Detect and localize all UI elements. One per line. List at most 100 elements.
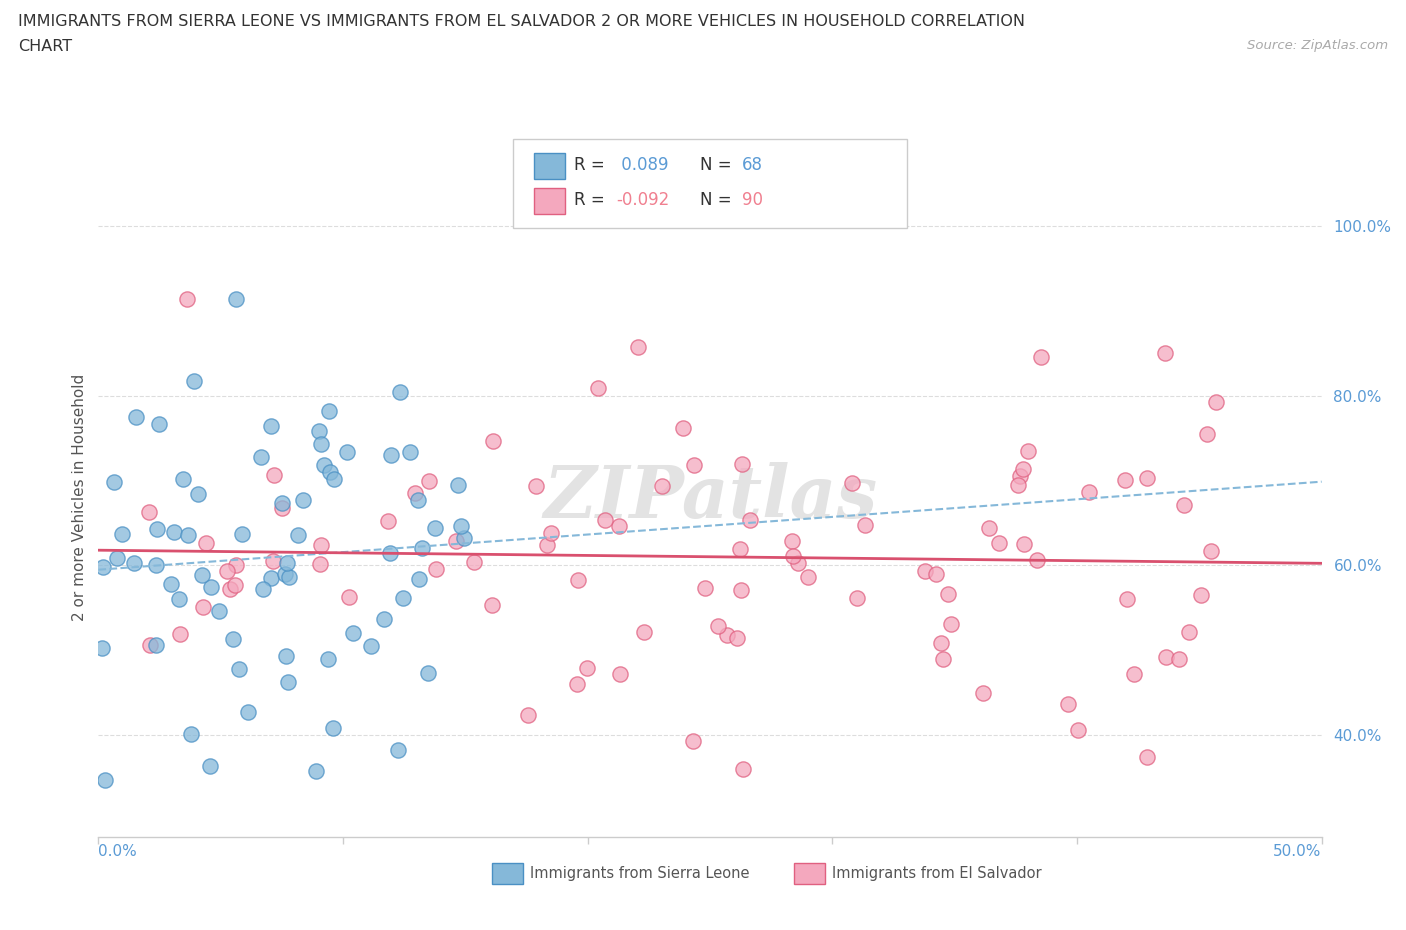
Point xyxy=(988,536,1011,551)
Point xyxy=(274,566,297,581)
Point xyxy=(148,417,170,432)
Text: N =: N = xyxy=(700,191,737,209)
Point xyxy=(1177,625,1199,640)
Point xyxy=(1154,346,1177,361)
Point xyxy=(567,573,589,588)
Point xyxy=(725,631,748,645)
Point xyxy=(122,555,145,570)
Text: Immigrants from Sierra Leone: Immigrants from Sierra Leone xyxy=(530,866,749,881)
Point xyxy=(160,577,183,591)
Point xyxy=(270,501,292,516)
Point xyxy=(145,557,167,572)
Point xyxy=(651,479,673,494)
Text: 0.0%: 0.0% xyxy=(98,844,138,859)
Point xyxy=(463,554,485,569)
Point xyxy=(177,527,200,542)
Point xyxy=(176,292,198,307)
Point xyxy=(260,570,283,585)
Point xyxy=(444,534,467,549)
Point xyxy=(446,478,468,493)
Point xyxy=(191,568,214,583)
Point xyxy=(731,762,754,777)
Point xyxy=(138,505,160,520)
Point xyxy=(316,652,339,667)
Text: -0.092: -0.092 xyxy=(616,191,669,209)
Point xyxy=(586,380,609,395)
Point xyxy=(378,545,401,560)
Point xyxy=(308,423,330,438)
Point xyxy=(730,582,752,597)
Point xyxy=(682,458,704,472)
Point xyxy=(389,385,412,400)
Point xyxy=(1010,469,1032,484)
Point xyxy=(787,555,810,570)
Point xyxy=(408,572,430,587)
Point xyxy=(228,661,250,676)
Point xyxy=(706,618,728,633)
Point xyxy=(195,535,218,550)
Point xyxy=(323,472,346,486)
Point xyxy=(1116,591,1139,606)
Point xyxy=(972,685,994,700)
Point xyxy=(977,520,1000,535)
Y-axis label: 2 or more Vehicles in Household: 2 or more Vehicles in Household xyxy=(72,374,87,621)
Point xyxy=(1029,349,1052,364)
Point xyxy=(207,604,229,618)
Point xyxy=(1168,652,1191,667)
Point xyxy=(287,528,309,543)
Point xyxy=(1007,478,1029,493)
Point xyxy=(609,666,631,681)
Point xyxy=(224,578,246,592)
Point xyxy=(517,708,540,723)
Text: 50.0%: 50.0% xyxy=(1274,844,1322,859)
Point xyxy=(200,580,222,595)
Point xyxy=(841,475,863,490)
Point xyxy=(481,598,503,613)
Point xyxy=(276,555,298,570)
Point xyxy=(200,758,222,773)
Point xyxy=(219,581,242,596)
Point xyxy=(91,560,114,575)
Point xyxy=(565,676,588,691)
Point xyxy=(111,526,134,541)
Point xyxy=(163,525,186,539)
Point xyxy=(183,374,205,389)
Point xyxy=(225,558,247,573)
Point xyxy=(263,468,285,483)
Point xyxy=(1189,588,1212,603)
Point xyxy=(215,564,238,578)
Point xyxy=(941,617,963,631)
Point xyxy=(146,522,169,537)
Point xyxy=(408,493,430,508)
Point xyxy=(1173,498,1195,512)
Point xyxy=(169,591,191,606)
Point xyxy=(914,564,936,578)
Point xyxy=(1199,543,1222,558)
Point xyxy=(105,551,128,565)
Text: 68: 68 xyxy=(742,155,763,174)
Point xyxy=(260,418,283,433)
Point xyxy=(716,628,738,643)
Point xyxy=(172,472,194,486)
Point xyxy=(398,445,420,459)
Point xyxy=(593,512,616,527)
Point xyxy=(1017,444,1039,458)
Text: R =: R = xyxy=(574,191,610,209)
Point xyxy=(139,637,162,652)
Point xyxy=(481,433,503,448)
Point xyxy=(425,521,447,536)
Point xyxy=(1123,667,1146,682)
Point xyxy=(1012,462,1035,477)
Point xyxy=(1078,484,1101,498)
Point xyxy=(319,465,342,480)
Point xyxy=(1114,473,1136,488)
Point xyxy=(633,625,655,640)
Point xyxy=(380,448,402,463)
Point xyxy=(404,486,426,501)
Point xyxy=(377,513,399,528)
Point xyxy=(450,519,472,534)
Point xyxy=(693,581,716,596)
Point xyxy=(314,458,336,472)
Point xyxy=(291,493,314,508)
Point xyxy=(322,721,344,736)
